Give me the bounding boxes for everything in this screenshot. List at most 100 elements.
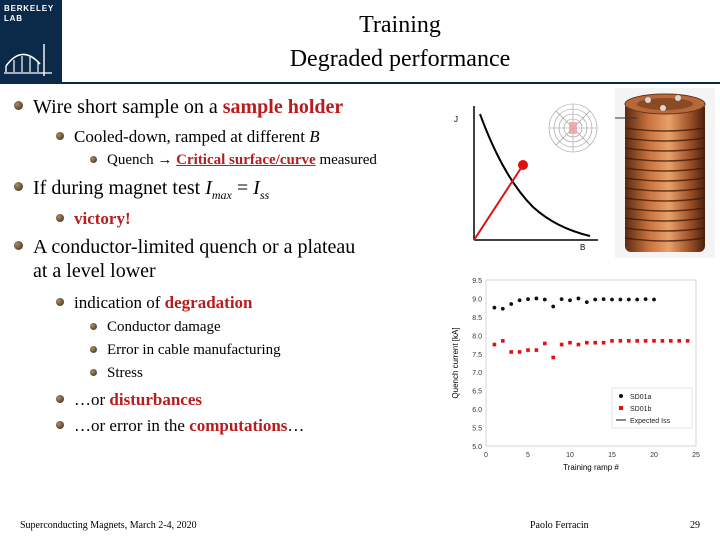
data-point-sd01a [551, 304, 556, 309]
equals: = [231, 177, 254, 199]
bullet-text: Wire short sample on a sample holder [33, 95, 343, 119]
data-point-sd01b [568, 340, 572, 345]
text-part: Cooled-down, ramped at different [74, 127, 310, 146]
footer-author: Paolo Ferracin [530, 520, 589, 531]
highlight-computations: computations [189, 416, 288, 435]
italic-b: B [309, 127, 320, 146]
data-point-sd01b [669, 339, 673, 343]
bullet-icon [90, 369, 97, 376]
text-part: …or [74, 390, 110, 409]
bullet-icon [14, 241, 23, 250]
logo-text: BERKELEY LAB [4, 4, 54, 24]
text-part: … [287, 416, 305, 435]
bullet-icon [14, 182, 23, 191]
bullet-text: …or disturbances [74, 389, 202, 410]
data-point-sd01b [643, 339, 648, 343]
text-part: If during magnet test [33, 177, 206, 199]
bullet-conductor-damage: Conductor damage [90, 318, 221, 337]
data-point-sd01b [543, 341, 547, 346]
logo-line-2: LAB [4, 14, 23, 23]
plot-points [492, 296, 690, 360]
data-point-sd01b [526, 348, 530, 352]
data-point-sd01b [652, 339, 656, 343]
title-line-2: Degraded performance [289, 46, 511, 72]
data-point-sd01b [610, 339, 614, 343]
y-tick-label: 7.5 [472, 352, 482, 359]
bullet-conductor-limited: A conductor-limited quench or a plateau … [14, 235, 355, 283]
data-point-sd01b [635, 339, 639, 343]
data-point-sd01a [584, 300, 589, 305]
page-number: 29 [690, 520, 700, 531]
highlight-degradation: degradation [164, 293, 253, 312]
data-point-sd01b [627, 339, 631, 343]
bullet-magnet-test: If during magnet test Imax = Iss [14, 176, 269, 207]
plot-legend: SD01a SD01b Expected Iss [611, 387, 693, 429]
bullet-text: Cooled-down, ramped at different B [74, 126, 320, 147]
subscript-max: max [211, 188, 232, 202]
data-point-sd01b [677, 339, 681, 343]
bullet-icon [56, 421, 64, 429]
bullet-text: Quench → Critical surface/curve measured [107, 151, 377, 170]
y-tick-label: 5.0 [472, 444, 482, 451]
data-point-sd01b [576, 342, 581, 347]
data-point-sd01a [635, 297, 640, 302]
data-point-sd01a [500, 306, 505, 311]
data-point-sd01b [585, 340, 589, 345]
bullet-cooled-down: Cooled-down, ramped at different B [56, 126, 320, 147]
bullet-victory: victory! [56, 208, 131, 229]
y-tick-label: 9.5 [472, 278, 482, 285]
bullet-disturbances: …or disturbances [56, 389, 202, 410]
text-line-2: at a level lower [33, 260, 156, 282]
title-line-1: Training [359, 12, 441, 38]
title-rule [62, 82, 720, 84]
x-tick-label: 10 [566, 452, 574, 459]
critical-curve-sketch: J B [454, 103, 598, 252]
bullet-text: A conductor-limited quench or a plateau … [33, 235, 355, 283]
data-point-sd01a [610, 297, 614, 302]
highlight-victory: victory! [74, 209, 131, 228]
arrow-icon: → [157, 152, 173, 168]
bullet-icon [90, 323, 97, 330]
y-tick-label: 5.5 [472, 426, 482, 433]
data-point-sd01a [526, 297, 530, 302]
data-point-sd01b [534, 348, 539, 352]
data-point-sd01a [576, 296, 581, 301]
bullet-icon [90, 156, 97, 163]
highlight-disturbances: disturbances [109, 390, 202, 409]
data-point-sd01b [601, 340, 606, 345]
bullet-icon [14, 101, 23, 110]
text-part: Wire short sample on a [33, 96, 223, 118]
y-tick-label: 6.5 [472, 389, 482, 396]
data-point-sd01b [618, 339, 623, 343]
x-tick-label: 15 [608, 452, 616, 459]
bullet-text: indication of degradation [74, 292, 253, 313]
data-point-sd01a [593, 297, 598, 302]
bullet-icon [90, 346, 97, 353]
data-point-sd01a [509, 302, 514, 306]
dome-logo-icon [4, 44, 52, 76]
footer-event: Superconducting Magnets, March 2-4, 2020 [20, 520, 197, 531]
sketch-x-label: B [580, 243, 585, 252]
data-point-sd01b [492, 342, 497, 347]
operating-point [518, 160, 528, 170]
bullet-text: Error in cable manufacturing [107, 342, 281, 358]
bullet-text: Conductor damage [107, 319, 221, 335]
data-point-sd01a [542, 297, 547, 302]
data-point-sd01b [509, 350, 513, 354]
y-tick-label: 7.0 [472, 370, 482, 377]
data-point-sd01a [652, 297, 656, 302]
bullet-icon [56, 298, 64, 306]
bullet-icon [56, 132, 64, 140]
y-tick-label: 8.0 [472, 333, 482, 340]
text-part: indication of [74, 293, 165, 312]
bullet-cable-error: Error in cable manufacturing [90, 341, 281, 360]
data-point-sd01a [626, 297, 631, 302]
text-part: measured [315, 152, 377, 168]
italic-i: I [253, 177, 260, 199]
bullet-icon [56, 214, 64, 222]
data-point-sd01a [559, 297, 564, 302]
legend-marker-sd01b [619, 406, 623, 410]
bullet-degradation: indication of degradation [56, 292, 253, 313]
bullet-sample-holder: Wire short sample on a sample holder [14, 95, 343, 119]
data-point-sd01a [492, 305, 497, 310]
